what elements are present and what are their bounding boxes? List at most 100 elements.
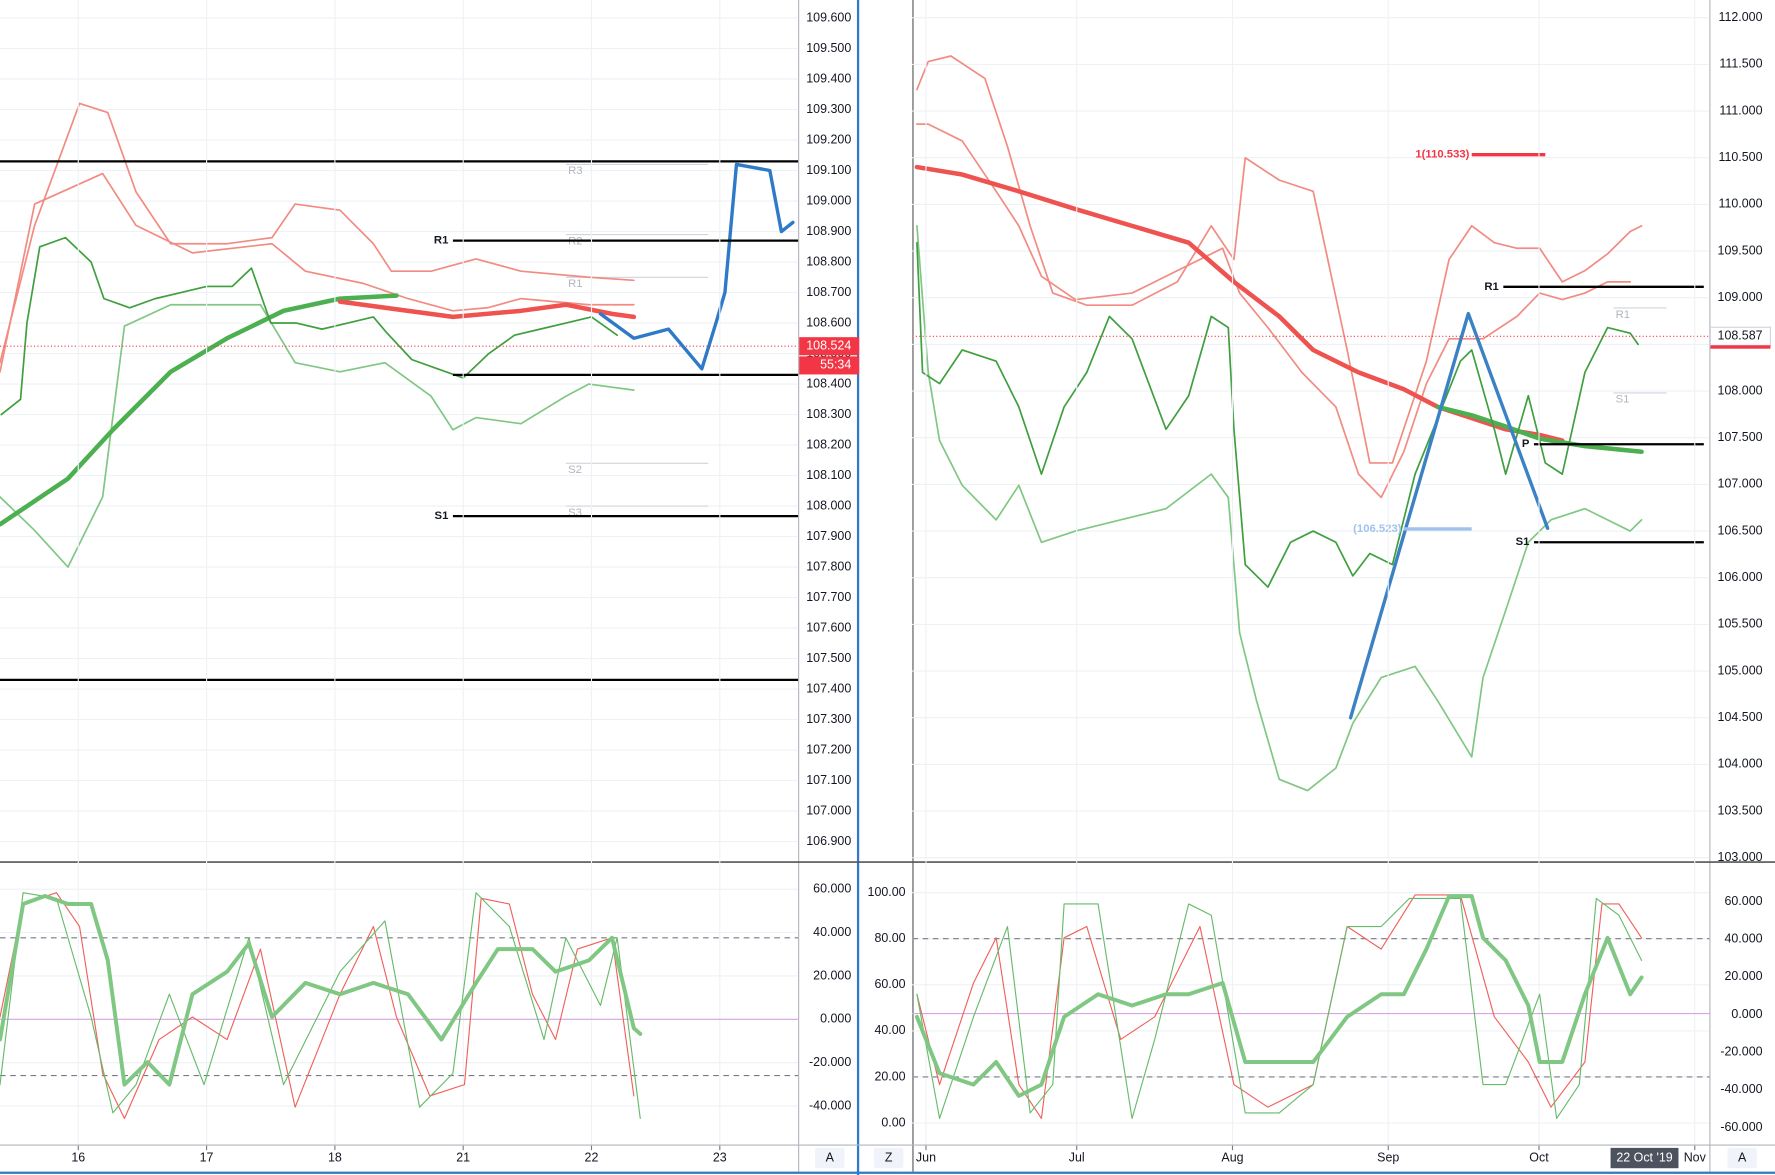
x-tick-label: 22 <box>585 1150 599 1164</box>
y-tick-label: 108.000 <box>1718 383 1763 397</box>
y-tick-label: 108.300 <box>806 407 851 421</box>
series-line <box>916 225 1643 792</box>
y-tick-label: 107.700 <box>806 590 851 604</box>
y-tick-label: 110.500 <box>1718 150 1762 164</box>
y-tick-label: 107.300 <box>806 712 851 726</box>
series-line <box>914 164 1565 443</box>
y-tick-label: 107.800 <box>806 559 851 573</box>
series-line <box>916 897 1643 1120</box>
x-tick-label: Sep <box>1377 1150 1399 1164</box>
y-tick-label: 40.000 <box>1724 932 1762 946</box>
y-tick-label: 0.000 <box>820 1012 851 1026</box>
pivot-label: S2 <box>568 464 582 476</box>
y-tick-label: 108.600 <box>806 315 851 329</box>
y-tick-label: 40.00 <box>874 1023 905 1037</box>
level-label: S1 <box>435 510 449 522</box>
y-tick-label: 109.500 <box>1718 243 1763 257</box>
y-tick-label: 107.900 <box>806 529 851 543</box>
y-tick-label: 111.000 <box>1719 103 1762 117</box>
y-tick-label: 104.500 <box>1718 710 1763 724</box>
y-tick-label: 108.100 <box>806 468 851 482</box>
level-label: R1 <box>1484 281 1498 293</box>
y-tick-label: 109.200 <box>806 132 851 146</box>
y-tick-label: 60.000 <box>813 882 851 896</box>
series-line <box>916 55 1643 464</box>
y-tick-label: 109.500 <box>806 41 851 55</box>
y-tick-label: 109.300 <box>806 102 851 116</box>
y-tick-label: 105.500 <box>1718 617 1763 631</box>
y-tick-label: 108.700 <box>806 285 851 299</box>
series-line <box>0 172 635 373</box>
series-line <box>337 299 637 320</box>
y-tick-label: 104.000 <box>1718 757 1763 771</box>
x-tick-label: Jul <box>1069 1150 1085 1164</box>
y-tick-label: 107.000 <box>1718 477 1763 491</box>
y-tick-label: 109.000 <box>806 193 851 207</box>
pivot-label: S3 <box>568 507 582 519</box>
y-tick-label: 107.500 <box>806 651 851 665</box>
series-line <box>1348 311 1550 720</box>
x-tick-label: Nov <box>1684 1150 1707 1164</box>
y-tick-label: -20.000 <box>1720 1045 1762 1059</box>
y-tick-label: 107.000 <box>806 803 851 817</box>
auto-scale-label[interactable]: A <box>826 1150 835 1164</box>
last-price-label: 108.587 <box>1718 329 1763 343</box>
y-tick-label: 108.400 <box>806 376 851 390</box>
zoom-label[interactable]: Z <box>885 1150 893 1164</box>
y-tick-label: 107.400 <box>806 681 851 695</box>
y-tick-label: 60.000 <box>1724 894 1762 908</box>
y-tick-label: -20.000 <box>809 1055 851 1069</box>
series-line <box>0 102 635 364</box>
y-tick-label: 60.00 <box>874 977 905 991</box>
auto-scale-label[interactable]: A <box>1738 1150 1747 1164</box>
series-line <box>914 894 1644 1098</box>
series-line <box>916 123 1632 499</box>
y-tick-label: -60.000 <box>1720 1120 1762 1134</box>
cursor-label: 22 Oct '19 <box>1616 1150 1672 1164</box>
y-tick-label: 107.600 <box>806 620 851 634</box>
timer-label: 55:34 <box>820 358 851 372</box>
y-tick-label: 110.000 <box>1718 197 1762 211</box>
y-tick-label: 108.800 <box>806 254 851 268</box>
price-box <box>799 337 860 356</box>
y-tick-label: 108.000 <box>806 498 851 512</box>
y-tick-label: 107.500 <box>1718 430 1763 444</box>
y-tick-label: 80.00 <box>874 931 905 945</box>
pivot-label: R3 <box>568 165 582 177</box>
y-tick-label: 0.00 <box>881 1115 905 1129</box>
pivot-label: R1 <box>568 278 582 290</box>
auto-scale-button[interactable] <box>815 1147 845 1169</box>
series-line <box>916 894 1643 1120</box>
y-tick-label: 100.00 <box>868 885 906 899</box>
y-tick-label: 108.200 <box>806 437 851 451</box>
timer-box <box>799 356 860 375</box>
y-tick-label: 0.000 <box>1731 1007 1762 1021</box>
auto-scale-button[interactable] <box>1727 1147 1757 1169</box>
y-tick-label: 106.500 <box>1718 523 1763 537</box>
series-line <box>916 241 1639 588</box>
y-tick-label: 20.000 <box>813 968 851 982</box>
series-line <box>1435 404 1644 454</box>
annotation-label: (106.523) <box>1353 523 1402 535</box>
y-tick-label: 109.400 <box>806 71 851 85</box>
y-tick-label: 20.000 <box>1724 969 1762 983</box>
x-tick-label: 21 <box>456 1150 470 1164</box>
pivot-label: S1 <box>1616 394 1630 406</box>
y-tick-label: 103.000 <box>1718 850 1763 864</box>
cursor-box <box>1610 1147 1679 1169</box>
level-label: R1 <box>434 235 448 247</box>
y-tick-label: 112.000 <box>1718 10 1762 24</box>
zoom-button[interactable] <box>873 1147 904 1169</box>
price-box-accent <box>1710 345 1771 349</box>
y-tick-label: 111.500 <box>1719 57 1762 71</box>
y-tick-label: 107.100 <box>806 773 851 787</box>
last-price-label: 108.524 <box>806 338 851 352</box>
y-tick-label: 105.000 <box>1718 663 1763 677</box>
series-line <box>598 162 795 371</box>
series-line <box>0 303 635 568</box>
series-line <box>0 893 643 1087</box>
y-tick-label: 107.200 <box>806 742 851 756</box>
pivot-label: R1 <box>1616 309 1630 321</box>
